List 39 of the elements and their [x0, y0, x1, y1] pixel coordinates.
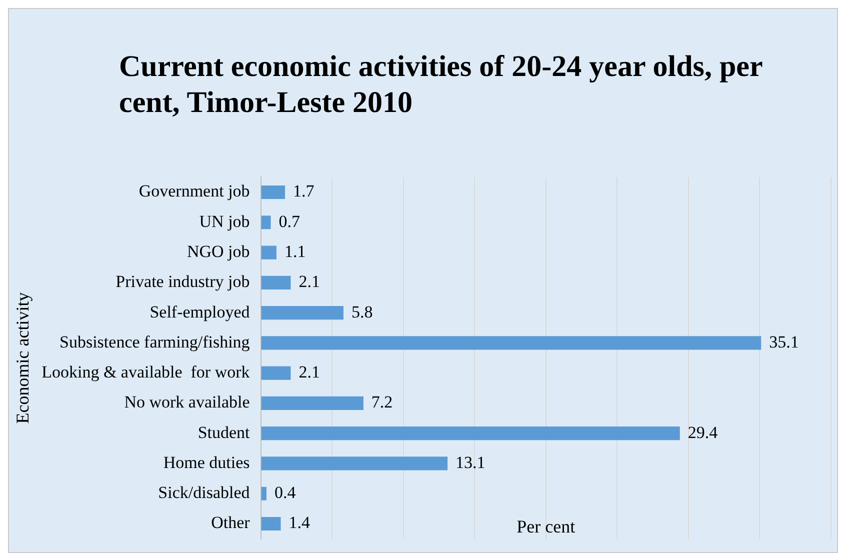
- data-label: 0.4: [274, 483, 296, 502]
- x-axis-title: Per cent: [516, 516, 576, 537]
- y-tick-label: Sick/disabled: [158, 483, 250, 502]
- bar: [261, 276, 291, 290]
- y-tick-label: UN job: [199, 212, 250, 231]
- data-label: 1.1: [284, 242, 306, 261]
- y-tick-label: Government job: [138, 182, 250, 201]
- bar: [261, 456, 448, 470]
- y-tick-label: No work available: [124, 392, 250, 412]
- chart-title: Current economic activities of 20-24 year olds, per cent, Timor-Leste 2010: [119, 49, 764, 121]
- y-tick-label: Student: [198, 422, 250, 442]
- y-tick-label: Private industry job: [116, 272, 250, 292]
- data-label: 5.8: [351, 302, 373, 322]
- data-label: 35.1: [769, 332, 799, 352]
- bar: [261, 486, 266, 500]
- bar: [261, 246, 276, 260]
- bar: [261, 366, 291, 380]
- bar: [261, 426, 680, 440]
- data-label: 1.4: [288, 513, 310, 532]
- bar: [261, 216, 271, 230]
- bar: [261, 336, 762, 350]
- data-label: 2.1: [298, 272, 320, 292]
- data-label: 29.4: [688, 422, 718, 442]
- data-label: 2.1: [298, 362, 320, 382]
- y-tick-label: Home duties: [163, 452, 250, 472]
- bar: [261, 396, 364, 410]
- y-axis-title: Economic activity: [12, 292, 33, 424]
- y-tick-label: Subsistence farming/fishing: [60, 332, 250, 352]
- data-label: 1.7: [293, 182, 315, 201]
- data-label: 13.1: [456, 452, 486, 472]
- bar: [261, 516, 281, 531]
- y-tick-label: Other: [211, 513, 250, 532]
- data-label: 7.2: [371, 392, 393, 412]
- y-tick-label: NGO job: [186, 242, 250, 261]
- y-tick-label: Looking & available for work: [42, 362, 250, 382]
- y-tick-label: Self-employed: [150, 302, 250, 322]
- bar: [261, 185, 286, 200]
- bar: [261, 306, 344, 320]
- data-label: 0.7: [278, 212, 301, 231]
